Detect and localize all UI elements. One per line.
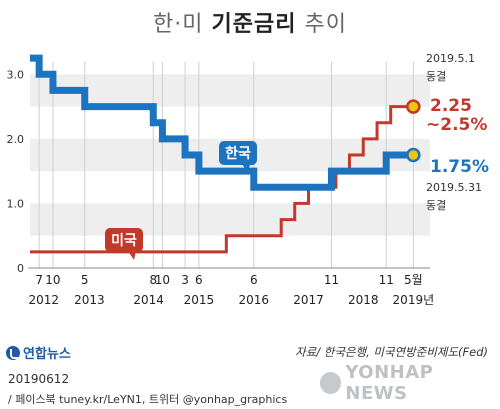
us-status-label: 동결 [426,70,447,83]
yonhap-logo-icon [6,345,20,360]
footer-date: 20190612 [8,372,70,386]
year-tick-label: 2015 [184,293,215,307]
korea-series-label-box [219,141,257,165]
kr-rate-label: 1.75% [430,157,489,177]
yonhap-logo: 연합뉴스 [6,343,71,362]
watermark-icon [320,372,342,394]
footer-sns: / 페이스북 tuney.kr/LeYN1, 트위터 @yonhap_graph… [8,393,288,406]
month-tick-label: 5 [81,273,89,287]
month-tick-label: 11 [379,273,394,287]
month-tick-label: 5월 [404,273,423,287]
year-tick-label: 2019년 [393,293,435,307]
us-date-label: 2019.5.1 [426,52,475,65]
year-tick-label: 2016 [238,293,269,307]
us-endpoint-dot [406,99,421,114]
watermark: YONHAP NEWS [320,362,498,404]
watermark-text: YONHAP NEWS [345,362,434,404]
month-tick-label: 8 [149,273,157,287]
month-tick-label: 6 [250,273,258,287]
us-series-label: 미국 [105,228,143,260]
title-part-2: 기준금리 [211,12,297,37]
y-tick-label: 0 [17,262,24,275]
y-tick-label: 2.0 [7,133,25,146]
year-tick-label: 2018 [348,293,379,307]
grid-band-2 [30,74,430,107]
chart-title: 한·미 기준금리 추이 [0,6,500,38]
month-tick-label: 11 [324,273,339,287]
year-tick-label: 2014 [133,293,164,307]
y-tick-label: 3.0 [7,68,25,81]
year-tick-label: 2012 [29,293,60,307]
month-tick-label: 10 [45,273,60,287]
korea-series-label-text: 한국 [225,146,251,162]
us-series-label-text: 미국 [111,233,137,249]
month-tick-label: 6 [195,273,203,287]
year-tick-label: 2013 [74,293,105,307]
title-part-1: 한·미 [153,12,204,37]
series-line-us [30,105,414,254]
korea-series-label-tail [242,164,250,173]
kr-status-label: 동결 [426,199,447,212]
month-tick-label: 3 [181,273,189,287]
korea-series-label: 한국 [219,141,257,173]
month-tick-label: 10 [155,273,170,287]
us-series-label-box [105,228,143,252]
year-tick-label: 2017 [293,293,324,307]
series-line-korea [30,54,414,191]
kr-endpoint-dot [406,147,421,163]
kr-date-label: 2019.5.31 [426,181,482,194]
us-rate-line1: 2.25 [430,96,472,116]
grid-band-0 [30,203,430,236]
month-tick-label: 7 [35,273,43,287]
title-part-3: 추이 [304,12,347,37]
y-tick-label: 1.0 [7,197,25,210]
us-series-label-tail [128,251,136,260]
yonhap-logo-text: 연합뉴스 [23,347,71,362]
source-note: 자료/ 한국은행, 미국연방준비제도(Fed) [295,345,488,359]
us-rate-line2: ~2.5% [426,115,488,135]
